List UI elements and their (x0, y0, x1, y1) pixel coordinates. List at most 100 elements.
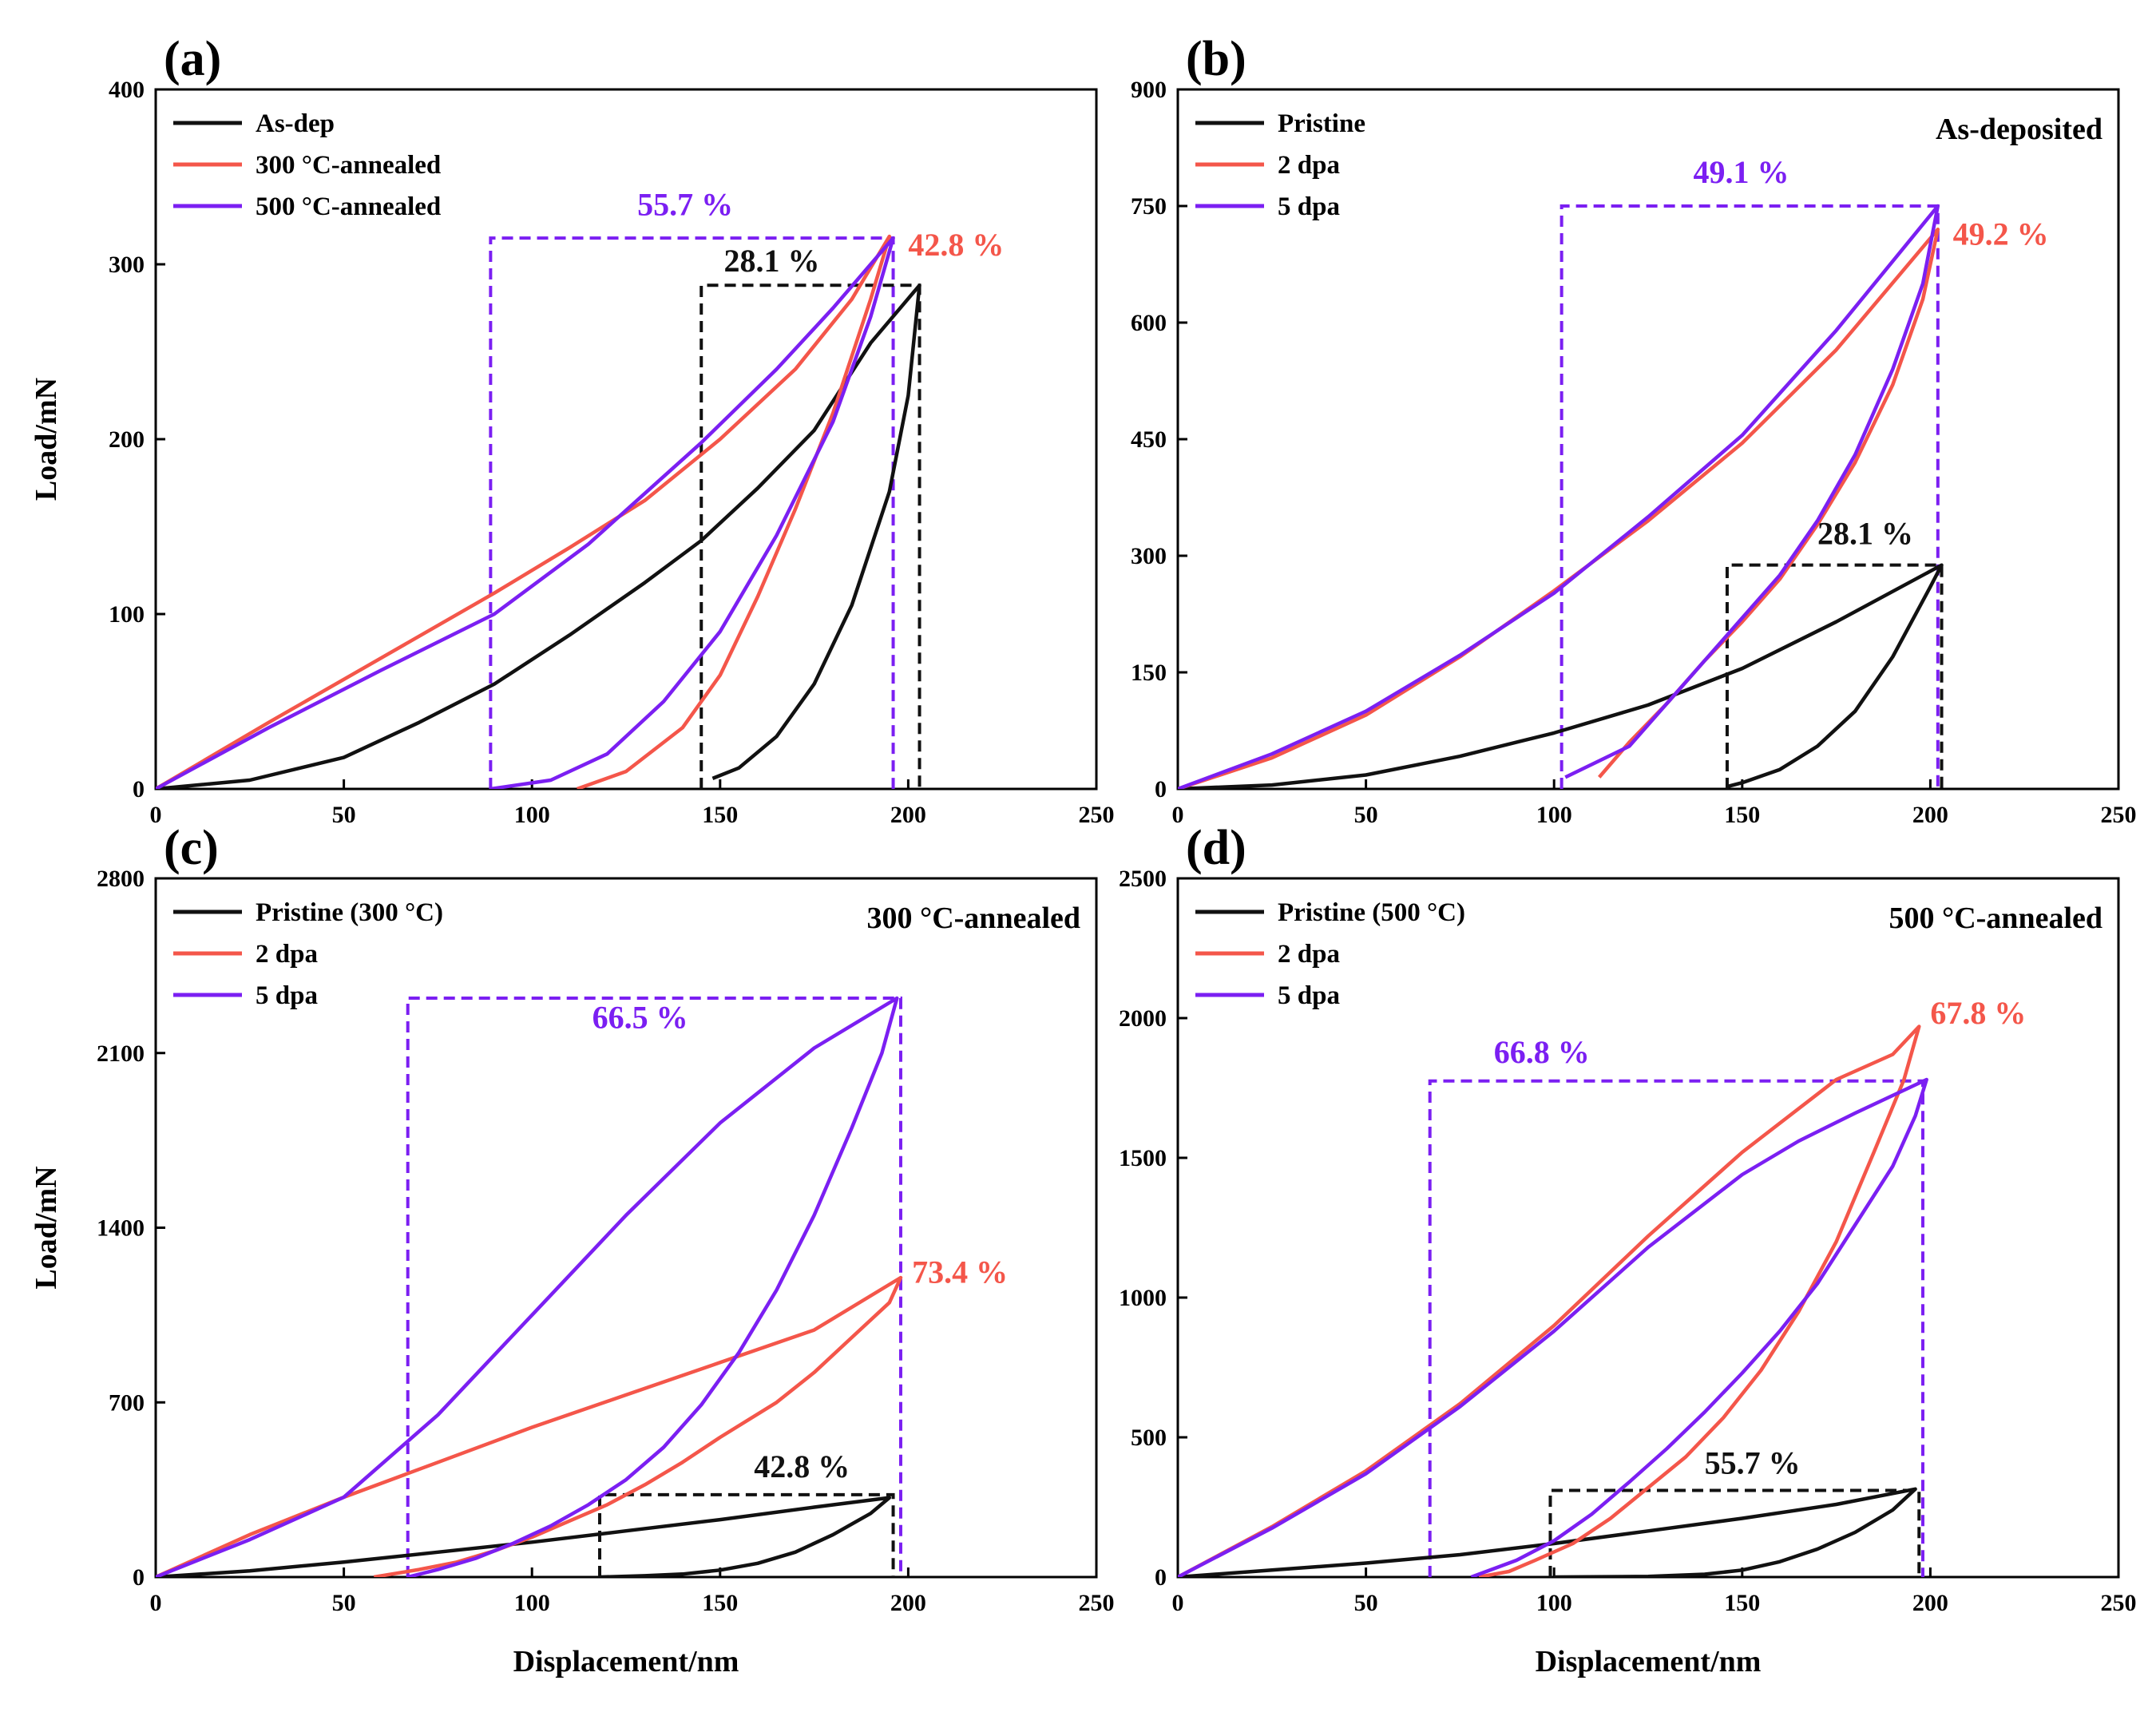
x-tick-label: 150 (702, 802, 738, 828)
recovery-box-purple (1560, 204, 1940, 789)
recovery-box-purple (406, 997, 902, 1577)
y-tick-label: 0 (1155, 776, 1167, 802)
y-axis-title: Load/mN (30, 378, 63, 501)
recovery-box-black (1725, 563, 1944, 789)
legend-label: Pristine (1278, 109, 1365, 138)
x-tick-label: 50 (332, 1590, 356, 1616)
curves (1178, 1024, 1928, 1577)
curves (156, 996, 903, 1577)
curves (156, 234, 921, 789)
y-tick-label: 750 (1131, 193, 1167, 220)
x-tick-label: 150 (1724, 802, 1760, 828)
chart-panel-1: 0 50 100 150 200 250 0 100 200 300 400 Load/mN (a) As… (30, 32, 1115, 828)
panel-label: (a) (164, 32, 221, 86)
percent-annotation: 42.8 % (908, 227, 1004, 263)
chart-panel-3: 0 50 100 150 200 250 0 700 1400 2100 2800 Load/mN Di… (30, 821, 1115, 1678)
recovery-box-black (700, 283, 921, 789)
series-line-black (156, 1496, 892, 1577)
x-tick-label: 100 (1536, 802, 1572, 828)
legend-label: 2 dpa (1278, 940, 1340, 969)
series-line-red (1178, 1024, 1921, 1577)
y-tick-label: 450 (1131, 426, 1167, 453)
y-tick-label: 2500 (1119, 866, 1167, 892)
y-tick-label: 900 (1131, 77, 1167, 103)
legend-label: 5 dpa (256, 981, 318, 1010)
recovery-box-black (1548, 1488, 1921, 1577)
legend: Pristine 2 dpa 5 dpa (1195, 109, 1365, 221)
percent-annotation: 28.1 % (1817, 515, 1913, 551)
legend-label: 5 dpa (1278, 192, 1340, 221)
recovery-box-black (598, 1492, 895, 1577)
x-tick-label: 50 (332, 802, 356, 828)
x-axis-title: Displacement/nm (1536, 1645, 1762, 1678)
legend: Pristine (300 °C) 2 dpa 5 dpa (173, 898, 443, 1010)
y-tick-label: 0 (133, 776, 145, 802)
percent-annotation: 67.8 % (1930, 995, 2026, 1031)
x-axis-title: Displacement/nm (513, 1645, 739, 1678)
percent-annotation: 49.2 % (1953, 216, 2049, 252)
y-tick-label: 2800 (97, 866, 145, 892)
percent-annotation: 55.7 % (1705, 1445, 1801, 1481)
y-tick-label: 0 (133, 1564, 145, 1591)
series-line-purple (1178, 204, 1940, 789)
x-tick-label: 250 (1079, 802, 1115, 828)
y-tick-label: 300 (109, 252, 145, 278)
percent-annotation: 55.7 % (637, 187, 733, 223)
y-tick-label: 1000 (1119, 1285, 1167, 1311)
condition-label: 300 °C-annealed (867, 902, 1080, 935)
x-tick-label: 250 (2101, 1590, 2137, 1616)
x-tick-label: 100 (1536, 1590, 1572, 1616)
series-line-black (1178, 1487, 1917, 1577)
panel-label: (c) (164, 821, 219, 875)
curves (1178, 204, 1944, 789)
y-tick-label: 0 (1155, 1564, 1167, 1591)
percent-annotation: 49.1 % (1694, 154, 1789, 190)
legend-label: 300 °C-annealed (256, 151, 441, 180)
y-tick-label: 700 (109, 1389, 145, 1416)
series-line-black (156, 283, 921, 789)
x-tick-label: 250 (2101, 802, 2137, 828)
x-tick-label: 50 (1354, 802, 1378, 828)
y-tick-label: 2100 (97, 1040, 145, 1067)
x-tick-label: 200 (1912, 802, 1948, 828)
x-tick-label: 200 (1912, 1590, 1948, 1616)
x-tick-label: 150 (702, 1590, 738, 1616)
legend-label: Pristine (500 °C) (1278, 898, 1465, 927)
chart-panel-4: 0 50 100 150 200 25005001000150020002500Displ… (1119, 821, 2137, 1678)
legend: Pristine (500 °C) 2 dpa 5 dpa (1195, 898, 1465, 1010)
legend-label: 500 °C-annealed (256, 192, 441, 221)
percent-annotation: 42.8 % (754, 1448, 850, 1484)
y-tick-label: 200 (109, 426, 145, 453)
series-line-purple (1178, 1077, 1928, 1577)
percent-annotation: 73.4 % (912, 1254, 1008, 1290)
legend-label: As-dep (256, 109, 335, 138)
x-tick-label: 50 (1354, 1590, 1378, 1616)
legend-label: 5 dpa (1278, 981, 1340, 1010)
condition-label: As-deposited (1936, 113, 2102, 146)
x-tick-label: 0 (150, 1590, 162, 1616)
x-tick-label: 200 (890, 802, 926, 828)
x-tick-label: 0 (150, 802, 162, 828)
series-line-purple (156, 236, 895, 789)
legend-label: Pristine (300 °C) (256, 898, 443, 927)
y-tick-label: 2000 (1119, 1005, 1167, 1032)
legend-label: 2 dpa (1278, 151, 1340, 180)
percent-annotation: 66.5 % (593, 1000, 688, 1036)
x-tick-label: 100 (514, 802, 550, 828)
x-tick-label: 200 (890, 1590, 926, 1616)
x-tick-label: 0 (1172, 1590, 1184, 1616)
recovery-box-purple (1428, 1079, 1924, 1577)
percent-annotation: 66.8 % (1494, 1034, 1590, 1070)
panel-label: (b) (1186, 32, 1246, 86)
y-tick-label: 1500 (1119, 1145, 1167, 1171)
y-tick-label: 100 (109, 601, 145, 628)
panel-label: (d) (1186, 821, 1246, 875)
y-tick-label: 500 (1131, 1425, 1167, 1451)
series-line-purple (156, 996, 899, 1577)
x-tick-label: 100 (514, 1590, 550, 1616)
x-tick-label: 250 (1079, 1590, 1115, 1616)
y-tick-label: 300 (1131, 543, 1167, 569)
condition-label: 500 °C-annealed (1889, 902, 2102, 935)
x-tick-label: 150 (1724, 1590, 1760, 1616)
